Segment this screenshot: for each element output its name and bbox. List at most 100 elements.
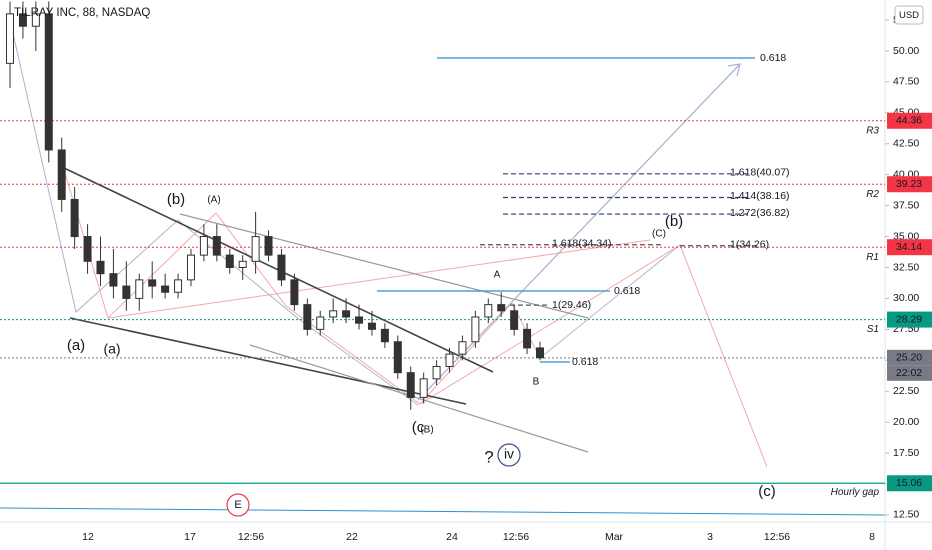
x-tick-label: Mar	[605, 531, 624, 543]
price-box	[887, 311, 932, 328]
level-name: S1	[867, 324, 879, 335]
price-label: 44.36	[896, 115, 922, 127]
candle-body	[264, 236, 273, 256]
candle-body	[148, 279, 157, 287]
candle-body	[225, 254, 234, 268]
price-box	[887, 349, 932, 366]
candle-body	[199, 236, 208, 256]
price-label: 15.06	[896, 477, 922, 489]
candle-body	[432, 365, 441, 380]
candle-body	[497, 304, 506, 312]
candle-body	[122, 285, 131, 299]
currency[interactable]: USD	[899, 10, 919, 21]
candle-body	[18, 13, 27, 27]
candle-body	[44, 13, 53, 151]
fib-label: 1.414(38.16)	[730, 190, 790, 202]
candle-body	[510, 310, 519, 330]
candle-body	[406, 372, 415, 398]
candle-body	[484, 304, 493, 318]
wave-label: (c	[412, 419, 425, 436]
wave-label: (c)	[758, 483, 776, 500]
price-box	[887, 239, 932, 256]
candle-body	[174, 279, 183, 293]
wave-label: E	[234, 499, 241, 511]
x-tick-label: 17	[184, 531, 196, 543]
currency-box[interactable]	[894, 5, 924, 25]
candle-body	[316, 316, 325, 330]
price-box	[887, 475, 932, 492]
candle-body	[70, 198, 79, 238]
candle-body	[445, 353, 454, 367]
x-tick-label: 12:56	[764, 531, 790, 543]
candle-body	[57, 149, 66, 200]
y-tick-label: 50.00	[893, 45, 919, 57]
y-tick-label: 22.50	[893, 385, 919, 397]
wave-label: A	[494, 270, 501, 281]
y-tick-label: 12.50	[893, 509, 919, 521]
chart-title: TILRAY INC, 88, NASDAQ	[14, 7, 150, 19]
y-tick-label: 17.50	[893, 447, 919, 459]
fib-label: 1.618(40.07)	[730, 167, 790, 179]
candle-body	[6, 13, 14, 64]
candle-body	[186, 254, 195, 281]
candle-body	[355, 316, 364, 324]
y-tick-label: 32.50	[893, 261, 919, 273]
price-label: 39.23	[896, 178, 922, 190]
x-tick-label: 24	[446, 531, 458, 543]
trendline	[69, 317, 467, 405]
candle-body	[303, 304, 312, 330]
candle-body	[83, 236, 92, 262]
wave-label: ?	[484, 447, 493, 466]
y-tick-label: 47.50	[893, 76, 919, 88]
projection-arrow	[417, 63, 741, 401]
price-label: 25.20	[896, 352, 922, 364]
fib-label: 0.618	[572, 356, 598, 368]
x-tick-label: 12	[82, 531, 94, 543]
channel-line	[179, 213, 589, 319]
fib-label: 1(34.26)	[730, 239, 769, 251]
candle-body	[238, 260, 247, 268]
fib-label: 0.618	[614, 285, 640, 297]
fib-label: 1(29.46)	[552, 299, 591, 311]
candle-body	[393, 341, 402, 374]
candle-body	[212, 236, 221, 256]
y-tick-label: 30.00	[893, 292, 919, 304]
candle-body	[96, 260, 105, 275]
x-tick-label: 3	[707, 531, 713, 543]
trendline	[0, 507, 886, 516]
candle-body	[471, 316, 480, 343]
price-label: 34.14	[896, 241, 922, 253]
wave-label: (A)	[207, 195, 220, 206]
candle-body	[536, 347, 544, 359]
countdown-box	[887, 365, 932, 381]
candle-body	[135, 279, 144, 299]
wave-label: (a)	[103, 341, 120, 357]
x-tick-label: 22	[346, 531, 358, 543]
candle-body	[31, 13, 40, 27]
price-label: 28.29	[896, 313, 922, 325]
fib-label: 1.272(36.82)	[730, 207, 790, 219]
candle-body	[342, 310, 351, 318]
x-tick-label: 12:56	[238, 531, 264, 543]
x-tick-label: 12:56	[503, 531, 529, 543]
candle-body	[277, 254, 286, 281]
price-box	[887, 112, 932, 129]
wave-path	[9, 19, 419, 406]
y-tick-label: 42.50	[893, 138, 919, 150]
fib-label: 1.618(34.34)	[552, 238, 612, 250]
candle-body	[523, 328, 532, 349]
level-name: Hourly gap	[831, 487, 880, 498]
level-name: R1	[866, 252, 879, 263]
level-name: R2	[866, 189, 879, 200]
price-box	[887, 176, 932, 193]
candle-body	[419, 378, 428, 398]
candle-body	[458, 341, 467, 355]
wave-path	[539, 244, 681, 359]
level-name: R3	[866, 125, 879, 136]
x-tick-label: 8	[869, 531, 875, 543]
candle-body	[251, 236, 260, 262]
y-tick-label: 20.00	[893, 416, 919, 428]
annotation-circle	[226, 493, 250, 517]
